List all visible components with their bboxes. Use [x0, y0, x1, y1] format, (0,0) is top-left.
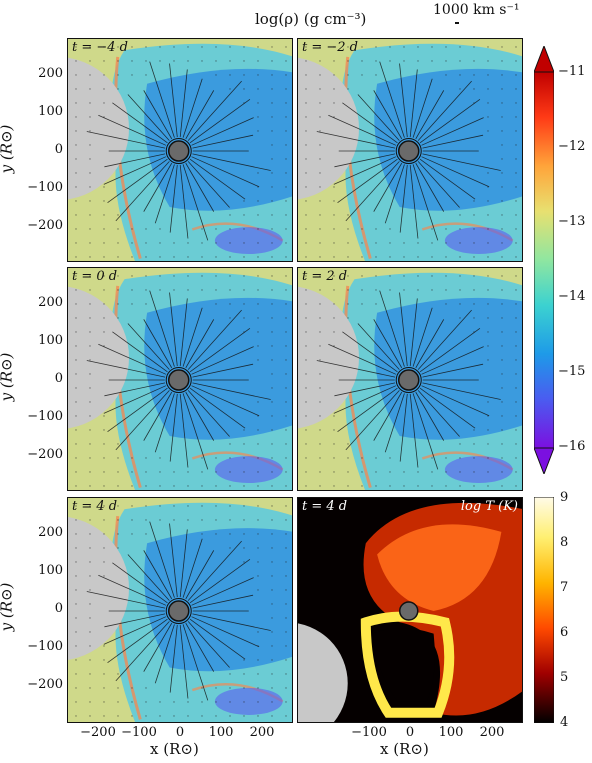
y-tick-label: −200 [27, 218, 63, 233]
x-tick-label: 200 [479, 725, 505, 740]
y-tick-label: 100 [38, 563, 63, 578]
x-tick-label: 0 [405, 725, 415, 740]
x-tick-label: 100 [208, 725, 234, 740]
temperature-colorbar-tick: 4 [560, 715, 569, 730]
y-tick-label: 0 [54, 371, 63, 386]
density-colorbar-tick: −15 [558, 364, 586, 379]
x-tick-label: −100 [351, 725, 387, 740]
temperature-colorbar-tick: 6 [560, 625, 569, 640]
y-tick-label: 100 [38, 333, 63, 348]
density-colorbar-tick: −14 [558, 289, 586, 304]
y-tick-label: −100 [27, 409, 63, 424]
panel-time-label: t = −2 d [302, 40, 358, 55]
temperature-colorbar-tick: 9 [560, 490, 569, 505]
y-tick-label: −200 [27, 677, 63, 692]
y-axis-label-row1: y (R⊙) [0, 124, 16, 174]
y-axis-label-row3: y (R⊙) [0, 582, 16, 632]
panel-time-label: t = 0 d [72, 269, 118, 284]
density-colorbar-tick: −13 [558, 214, 586, 229]
simulation-panel-6: t = 4 d log T (K) [297, 497, 523, 723]
x-tick-label: −200 [80, 725, 116, 740]
y-tick-label: −200 [27, 447, 63, 462]
y-tick-label: −100 [27, 639, 63, 654]
y-tick-label: −100 [27, 180, 63, 195]
panel-time-label: t = −4 d [72, 40, 128, 55]
temperature-colorbar-tick: 7 [560, 580, 569, 595]
velocity-scale-arrow [455, 22, 459, 24]
simulation-panel-1: t = −4 d [67, 38, 293, 262]
simulation-panel-4: t = 2 d [297, 267, 523, 491]
velocity-scale-label: 1000 km s⁻¹ [433, 2, 520, 18]
x-tick-label: 0 [175, 725, 185, 740]
y-tick-label: 200 [38, 525, 63, 540]
y-axis-label-row2: y (R⊙) [0, 352, 16, 402]
y-tick-label: 100 [38, 104, 63, 119]
temperature-colorbar [533, 496, 555, 724]
temperature-label: log T (K) [460, 499, 518, 514]
y-tick-label: 0 [54, 142, 63, 157]
density-colorbar-tick: −16 [558, 439, 586, 454]
y-tick-label: 0 [54, 601, 63, 616]
panel-time-label: t = 4 d [302, 499, 348, 514]
x-tick-label: 100 [438, 725, 464, 740]
panel-time-label: t = 4 d [72, 499, 118, 514]
x-axis-label-right: x (R⊙) [380, 740, 429, 758]
simulation-panel-5: t = 4 d [67, 497, 293, 723]
panel-time-label: t = 2 d [302, 269, 348, 284]
x-axis-label-left: x (R⊙) [150, 740, 199, 758]
x-tick-label: −100 [121, 725, 157, 740]
x-tick-label: 200 [249, 725, 275, 740]
simulation-panel-2: t = −2 d [297, 38, 523, 262]
y-tick-label: 200 [38, 295, 63, 310]
temperature-colorbar-tick: 8 [560, 535, 569, 550]
density-colorbar-tick: −11 [558, 64, 586, 79]
density-colorbar-title: log(ρ) (g cm⁻³) [255, 10, 367, 28]
density-colorbar-tick: −12 [558, 139, 586, 154]
simulation-panel-3: t = 0 d [67, 267, 293, 491]
temperature-colorbar-tick: 5 [560, 670, 569, 685]
density-colorbar [533, 44, 555, 476]
y-tick-label: 200 [38, 66, 63, 81]
